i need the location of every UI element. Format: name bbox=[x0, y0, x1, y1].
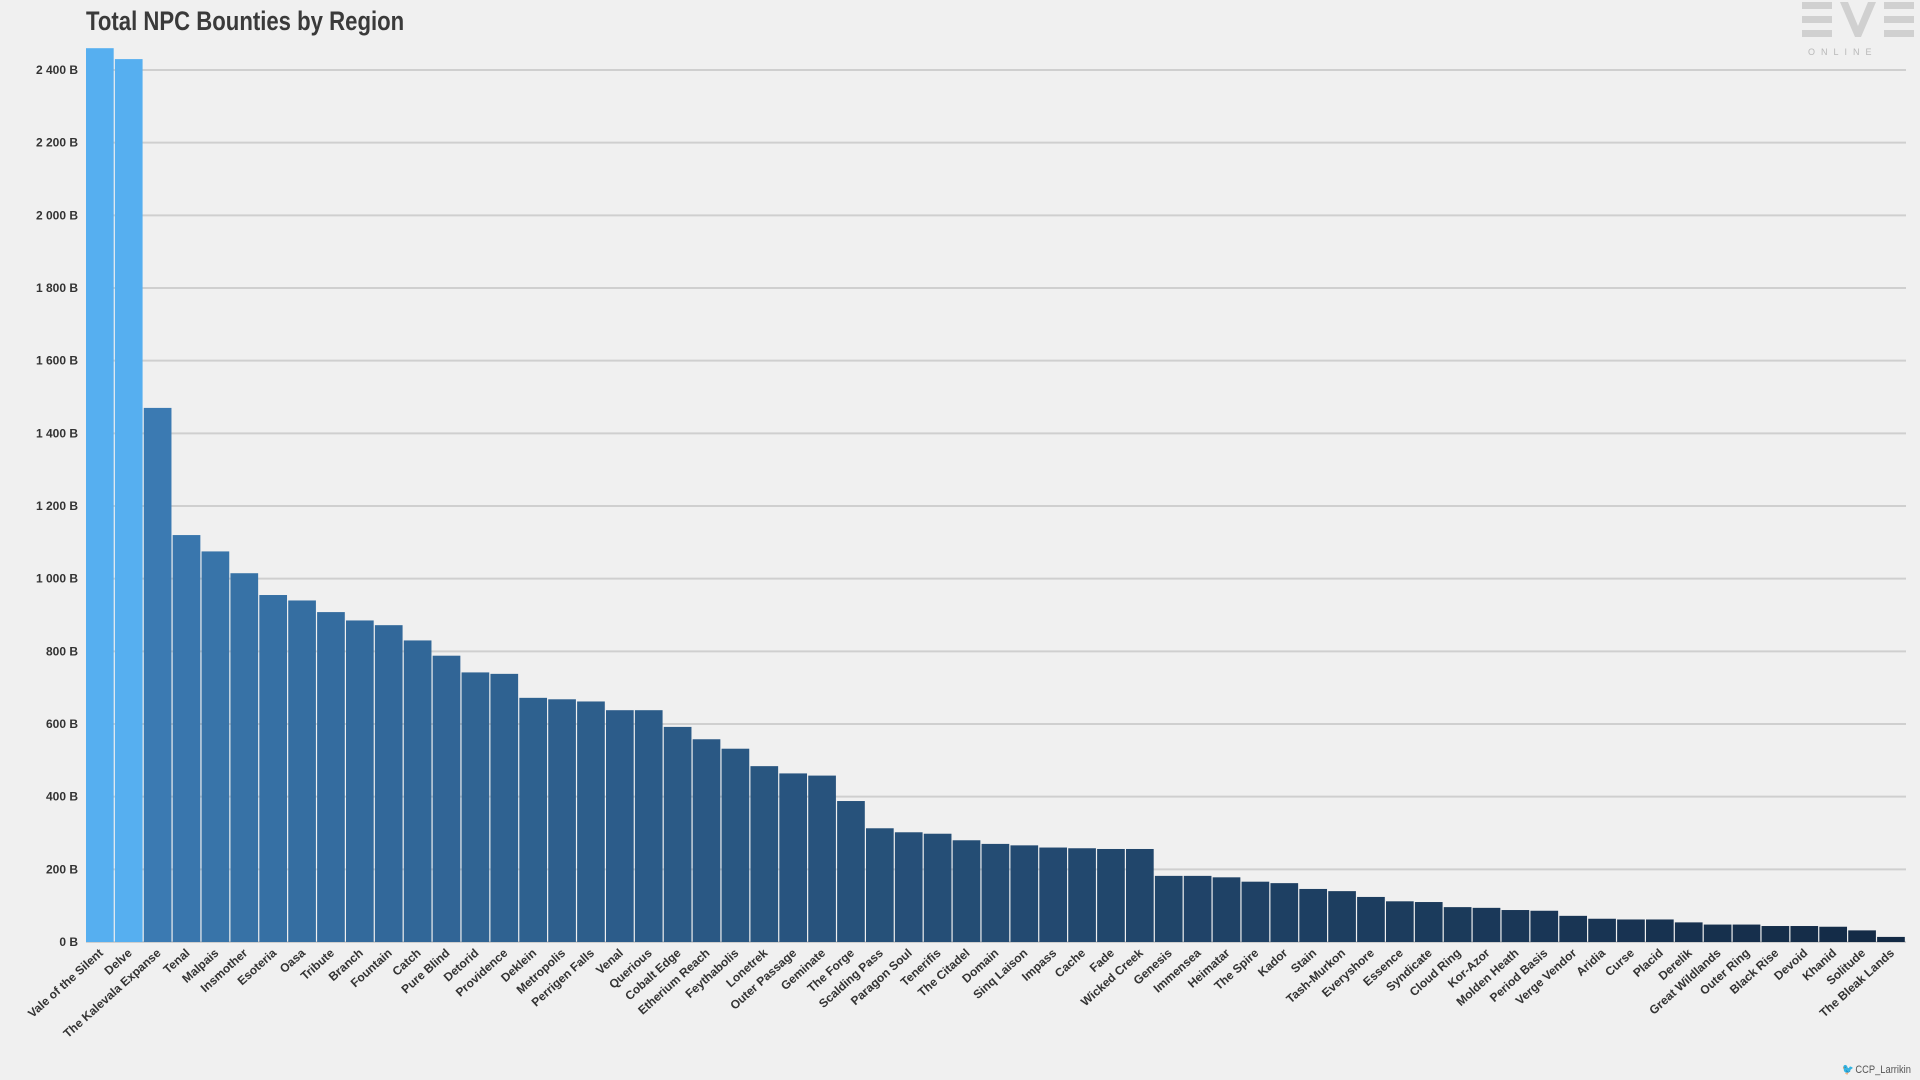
bar bbox=[374, 625, 403, 942]
y-tick-label: 1 600 B bbox=[36, 354, 78, 368]
bar bbox=[1414, 902, 1443, 942]
y-tick-label: 2 000 B bbox=[36, 208, 78, 222]
bar bbox=[866, 828, 894, 942]
bar bbox=[519, 697, 548, 942]
bar bbox=[1877, 936, 1905, 942]
logo-subtext: ONLINE bbox=[1808, 47, 1878, 57]
bar bbox=[490, 673, 519, 942]
bar bbox=[1674, 922, 1703, 942]
bar bbox=[143, 407, 172, 942]
y-tick-label: 2 200 B bbox=[36, 136, 78, 150]
bar bbox=[1039, 847, 1068, 942]
bar bbox=[1443, 907, 1472, 942]
bar bbox=[1559, 915, 1588, 942]
bar bbox=[1154, 875, 1183, 942]
bar bbox=[837, 801, 865, 942]
bar bbox=[1097, 848, 1125, 942]
bar bbox=[1386, 901, 1414, 942]
bar bbox=[1501, 910, 1530, 942]
bar bbox=[1010, 845, 1039, 942]
bar bbox=[779, 773, 808, 942]
y-tick-label: 1 200 B bbox=[36, 499, 78, 513]
bar bbox=[461, 672, 490, 942]
x-tick-label: Curse bbox=[1602, 946, 1637, 979]
bar bbox=[346, 620, 374, 942]
y-tick-label: 600 B bbox=[46, 717, 78, 731]
bar bbox=[1790, 926, 1819, 942]
bar bbox=[894, 832, 923, 942]
bar bbox=[1646, 919, 1674, 942]
bar bbox=[201, 551, 230, 942]
bar bbox=[1761, 926, 1790, 942]
y-tick-label: 800 B bbox=[46, 644, 78, 658]
bar bbox=[721, 748, 750, 942]
bar bbox=[750, 766, 779, 942]
bar bbox=[1212, 877, 1241, 942]
x-tick-label: Kador bbox=[1255, 946, 1290, 980]
bar bbox=[1183, 875, 1212, 942]
bar bbox=[259, 595, 288, 942]
bar bbox=[1732, 924, 1761, 942]
bar bbox=[1848, 930, 1876, 942]
twitter-icon: 🐦 bbox=[1842, 1064, 1854, 1076]
bar bbox=[1472, 907, 1501, 942]
bar bbox=[1703, 924, 1732, 942]
bar bbox=[1328, 891, 1356, 942]
bar bbox=[808, 775, 836, 942]
bar bbox=[230, 573, 259, 942]
y-tick-label: 400 B bbox=[46, 790, 78, 804]
bar bbox=[663, 726, 692, 942]
bar bbox=[114, 59, 143, 943]
bar bbox=[952, 840, 981, 942]
bar bbox=[86, 48, 114, 942]
credit-handle: CCP_Larrikin bbox=[1855, 1064, 1911, 1076]
chart-title: Total NPC Bounties by Region bbox=[86, 6, 405, 36]
bar bbox=[432, 655, 461, 942]
credit-text: 🐦 CCP_Larrikin bbox=[1842, 1063, 1911, 1076]
y-tick-label: 1 400 B bbox=[36, 426, 78, 440]
y-tick-label: 2 400 B bbox=[36, 63, 78, 77]
bar bbox=[981, 843, 1010, 942]
y-tick-label: 1 800 B bbox=[36, 281, 78, 295]
x-tick-label: Cache bbox=[1052, 946, 1088, 981]
bar bbox=[1126, 848, 1154, 942]
y-tick-label: 1 000 B bbox=[36, 572, 78, 586]
bar bbox=[1530, 910, 1559, 942]
y-tick-label: 0 B bbox=[59, 935, 78, 949]
bar bbox=[548, 699, 576, 942]
bar bbox=[1617, 919, 1645, 942]
bar bbox=[634, 710, 663, 942]
y-tick-label: 200 B bbox=[46, 862, 78, 876]
bar bbox=[923, 833, 952, 942]
bar bbox=[1068, 848, 1096, 942]
bar bbox=[577, 701, 605, 942]
bar bbox=[317, 612, 345, 942]
bar bbox=[1819, 926, 1848, 942]
bar bbox=[692, 739, 721, 942]
bar bbox=[1299, 888, 1328, 942]
bar bbox=[1241, 881, 1270, 942]
bar bbox=[172, 535, 201, 942]
bar bbox=[606, 710, 634, 942]
x-tick-label: Aridia bbox=[1573, 946, 1608, 979]
bar bbox=[1357, 896, 1385, 942]
bar bbox=[288, 600, 316, 942]
bar bbox=[1270, 883, 1299, 942]
bar bbox=[1588, 918, 1616, 942]
bar bbox=[403, 640, 432, 942]
